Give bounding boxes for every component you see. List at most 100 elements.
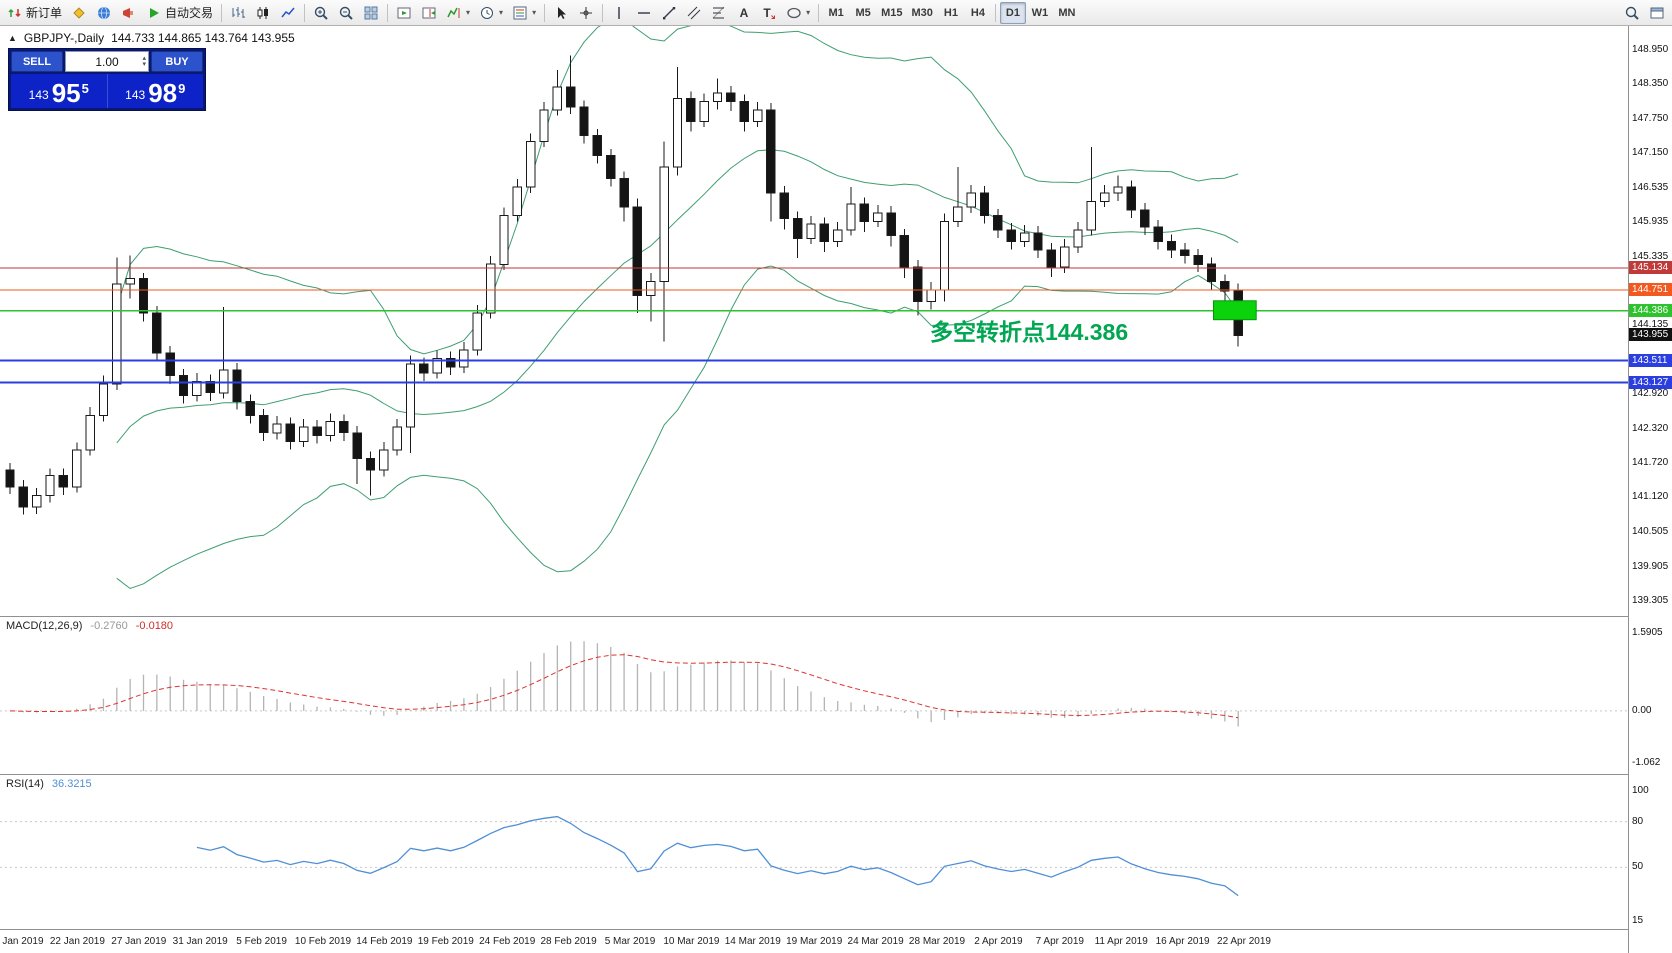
candlestick-chart-button[interactable] [251, 2, 275, 24]
sell-button[interactable]: SELL [11, 51, 63, 72]
date-label: 19 Feb 2019 [417, 936, 474, 947]
textA-icon: A [740, 6, 749, 20]
tf-m1-button[interactable]: M1 [823, 2, 849, 24]
date-label: 5 Feb 2019 [236, 936, 287, 947]
text-label-button[interactable]: T [757, 2, 781, 24]
price-chart-panel[interactable]: ▲ GBPJPY-,Daily 144.733 144.865 143.764 … [0, 26, 1628, 616]
periods-button[interactable]: ▾ [475, 2, 507, 24]
red-horn-icon [123, 7, 134, 18]
axis-tick-label: -1.062 [1632, 756, 1661, 768]
buy-price-display[interactable]: 143 98 9 [107, 74, 203, 108]
rsi-canvas[interactable] [0, 775, 1628, 929]
svg-text:T: T [763, 6, 771, 20]
dropdown-arrow-icon: ▾ [806, 8, 811, 17]
options-button[interactable] [92, 2, 116, 24]
channel-button[interactable] [682, 2, 706, 24]
new-order-icon [8, 8, 21, 17]
date-label: 24 Mar 2019 [847, 936, 904, 947]
date-label: 17 Jan 2019 [0, 936, 44, 947]
auto-scroll-button[interactable] [392, 2, 416, 24]
rsi-label: RSI(14) [6, 778, 44, 790]
buy-button[interactable]: BUY [151, 51, 203, 72]
bar-chart-button[interactable] [226, 2, 250, 24]
price-chart-canvas[interactable] [0, 26, 1628, 616]
macd-canvas[interactable] [0, 617, 1628, 774]
tf-m30-button[interactable]: M30 [908, 2, 937, 24]
trendline-button[interactable] [657, 2, 681, 24]
text-button[interactable]: A [732, 2, 756, 24]
volume-spinner[interactable]: ▴ ▾ [142, 53, 146, 70]
tf-d1-button[interactable]: D1 [999, 1, 1026, 24]
arrows-button[interactable]: ▾ [782, 2, 814, 24]
magnifier-icon [1625, 6, 1639, 20]
toolbar-separator [387, 3, 389, 22]
rsi-panel[interactable]: RSI(14) 36.3215 [0, 774, 1628, 929]
tf-m15-button[interactable]: M15 [877, 2, 906, 24]
date-label: 31 Jan 2019 [172, 936, 228, 947]
autotrading-button[interactable]: 自动交易 [142, 2, 217, 24]
vertical-line-button[interactable] [607, 2, 631, 24]
line-chart-button[interactable] [276, 2, 300, 24]
template-icon [513, 6, 527, 19]
shapes-icon [787, 7, 801, 18]
date-label: 5 Mar 2019 [604, 936, 656, 947]
fibonacci-button[interactable] [707, 2, 731, 24]
sell-price-display[interactable]: 143 95 5 [11, 74, 107, 108]
chart-shift-button[interactable] [417, 2, 441, 24]
tf-w1-button[interactable]: W1 [1027, 2, 1053, 24]
bars-icon [232, 6, 246, 18]
grid-icon [364, 6, 378, 19]
clock-icon [481, 6, 494, 19]
spin-down-icon[interactable]: ▾ [142, 60, 146, 68]
axis-tick-label: 15 [1632, 914, 1644, 926]
macd-label: MACD(12,26,9) [6, 620, 83, 632]
line-chart-icon [281, 7, 295, 17]
price-level-label: 144.386 [1629, 303, 1672, 317]
templates-button[interactable]: ▾ [508, 2, 540, 24]
tf-mn-button[interactable]: MN [1054, 2, 1080, 24]
macd-panel[interactable]: MACD(12,26,9) -0.2760 -0.0180 [0, 616, 1628, 774]
chart-title: ▲ GBPJPY-,Daily 144.733 144.865 143.764 … [8, 31, 295, 45]
macd-main-value: -0.2760 [90, 620, 128, 632]
tf-m5-button[interactable]: M5 [850, 2, 876, 24]
time-axis[interactable]: 17 Jan 2019 22 Jan 2019 27 Jan 2019 31 Jan … [0, 929, 1628, 953]
windows-button[interactable] [1645, 2, 1669, 24]
new-order-button[interactable]: 新订单 [3, 2, 66, 24]
toolbar-separator [221, 3, 223, 22]
horizontal-line-button[interactable] [632, 2, 656, 24]
date-label: 28 Mar 2019 [908, 936, 966, 947]
axis-tick-label: 145.335 [1632, 250, 1669, 262]
axis-tick-label: 142.920 [1632, 388, 1669, 400]
crosshair-button[interactable] [574, 2, 598, 24]
zoom-out-button[interactable] [334, 2, 358, 24]
axis-tick-label: 141.720 [1632, 457, 1669, 469]
zoom-in-button[interactable] [309, 2, 333, 24]
toolbar-separator [304, 3, 306, 22]
date-label: 27 Jan 2019 [111, 936, 167, 947]
tf-h4-button[interactable]: H4 [965, 2, 991, 24]
volume-field[interactable]: 1.00 ▴ ▾ [65, 51, 149, 72]
date-label: 2 Apr 2019 [974, 936, 1023, 947]
indicators-button[interactable]: ▾ [442, 2, 474, 24]
chart-scroll-icon [397, 7, 411, 18]
green-play-icon [150, 7, 160, 18]
metaeditor-button[interactable] [67, 2, 91, 24]
dropdown-arrow-icon: ▾ [532, 8, 537, 17]
symbol-period-label: GBPJPY-,Daily [23, 31, 105, 45]
current-price-label: 143.955 [1629, 328, 1672, 342]
price-level-label: 143.127 [1629, 375, 1672, 389]
spin-up-icon[interactable]: ▴ [142, 54, 146, 62]
tf-h1-button[interactable]: H1 [938, 2, 964, 24]
cursor-button[interactable] [549, 2, 573, 24]
price-axis[interactable]: 148.950 148.350 147.750 147.150 146.535 145.9… [1628, 26, 1672, 953]
date-label: 10 Feb 2019 [294, 936, 352, 947]
collapse-icon[interactable]: ▲ [8, 33, 17, 43]
axis-tick-label: 80 [1632, 815, 1644, 827]
tile-windows-button[interactable] [359, 2, 383, 24]
price-divider [106, 74, 108, 108]
toolbar: 新订单 自动交易 ▾ ▾ ▾ A T ▾ M1 M5 M15 M30 H1 H4 D1 W1 MN [0, 0, 1672, 26]
window-icon [1650, 7, 1664, 18]
search-button[interactable] [1620, 2, 1644, 24]
alerts-button[interactable] [117, 2, 141, 24]
macd-header: MACD(12,26,9) -0.2760 -0.0180 [6, 620, 173, 632]
